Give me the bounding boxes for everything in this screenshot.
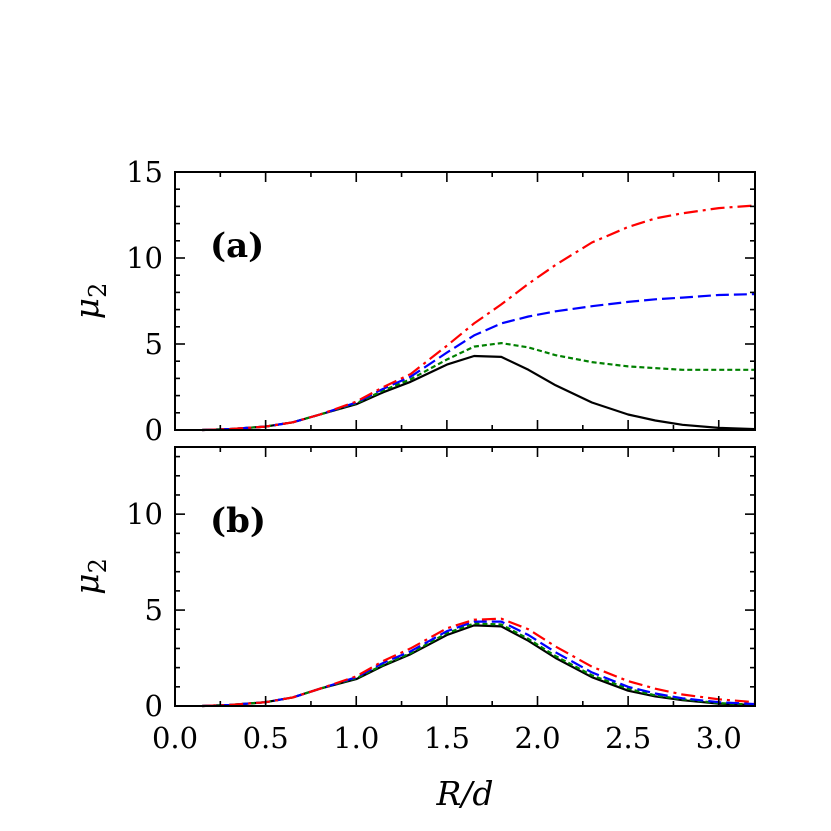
y-tick-label: 15 [126,155,163,189]
y-tick-label: 5 [145,593,163,627]
x-axis-title: R/d [435,774,493,813]
y-axis-title: μ2 [67,283,112,320]
series-line-1 [202,354,756,432]
x-tick-label: 1.0 [333,721,379,755]
x-tick-label: 2.0 [514,721,560,755]
y-tick-label: 10 [126,241,163,275]
plot-frame [174,446,756,707]
panel-label: (a) [210,226,264,266]
x-tick-label: 2.5 [605,721,651,755]
panel-label: (b) [210,501,266,541]
y-tick-label: 5 [145,327,163,361]
series-line-3 [202,620,756,708]
panel-a: 0 5 10 15 μ2 (a) [67,155,756,447]
series-line-2 [202,622,756,708]
series-line-1 [202,624,756,708]
y-tick-label: 10 [126,497,163,531]
y-axis-title: μ2 [67,558,112,595]
series-line-4 [202,204,756,432]
x-tick-label: 0.5 [243,721,289,755]
x-axis-title-text: R/d [435,774,493,813]
plot-frame [174,171,756,431]
y-tick-label: 0 [145,689,163,723]
y-tick-label: 0 [145,413,163,447]
panel-b: 0.0 0.5 1.0 1.5 2.0 2.5 3.0 0 5 10 μ2 (b) [67,446,756,755]
x-tick-label: 3.0 [696,721,742,755]
x-tick-label: 1.5 [424,721,470,755]
series-line-4 [202,617,756,708]
series-line-3 [202,293,756,432]
x-tick-label: 0.0 [152,721,198,755]
